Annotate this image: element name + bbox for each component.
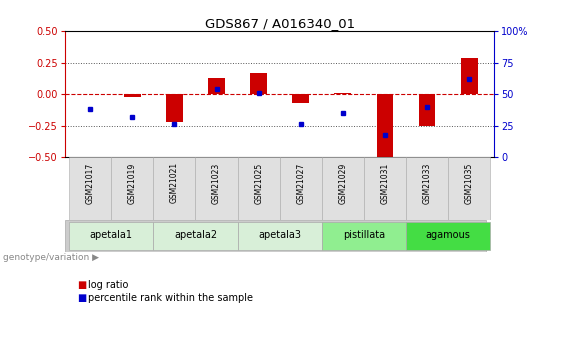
Bar — [237, 157, 280, 220]
Text: ■: ■ — [77, 280, 86, 289]
Bar — [364, 157, 406, 220]
Bar — [419, 94, 436, 126]
Bar — [406, 157, 448, 220]
Text: pistillata: pistillata — [343, 230, 385, 240]
Text: apetala3: apetala3 — [258, 230, 301, 240]
Text: genotype/variation ▶: genotype/variation ▶ — [3, 253, 99, 262]
Bar — [322, 157, 364, 220]
Text: GSM21029: GSM21029 — [338, 162, 347, 204]
Text: GSM21019: GSM21019 — [128, 162, 137, 204]
Bar — [448, 157, 490, 220]
Title: GDS867 / A016340_01: GDS867 / A016340_01 — [205, 17, 355, 30]
Bar — [376, 94, 393, 157]
Bar — [69, 222, 153, 250]
Bar — [195, 157, 237, 220]
Text: GSM21027: GSM21027 — [296, 162, 305, 204]
Text: apetala2: apetala2 — [174, 230, 217, 240]
Bar — [250, 73, 267, 94]
Bar — [124, 94, 141, 97]
Bar — [406, 222, 490, 250]
Bar — [292, 94, 309, 103]
Text: GSM21023: GSM21023 — [212, 162, 221, 204]
Bar — [322, 222, 406, 250]
Bar — [111, 157, 153, 220]
Bar — [166, 94, 183, 122]
Text: GSM21017: GSM21017 — [86, 162, 95, 204]
Bar — [69, 157, 111, 220]
Text: log ratio: log ratio — [88, 280, 128, 289]
Text: GSM21021: GSM21021 — [170, 162, 179, 204]
Text: percentile rank within the sample: percentile rank within the sample — [88, 294, 253, 303]
Text: ■: ■ — [77, 294, 86, 303]
Text: GSM21035: GSM21035 — [464, 162, 473, 204]
Text: GSM21025: GSM21025 — [254, 162, 263, 204]
Bar — [237, 222, 322, 250]
Text: GSM21033: GSM21033 — [423, 162, 432, 204]
Bar — [208, 78, 225, 94]
Text: apetala1: apetala1 — [90, 230, 133, 240]
Bar — [460, 58, 477, 94]
Text: GSM21031: GSM21031 — [380, 162, 389, 204]
Bar — [153, 157, 195, 220]
Bar — [334, 93, 351, 94]
Bar — [153, 222, 237, 250]
Text: agamous: agamous — [425, 230, 471, 240]
Bar — [280, 157, 322, 220]
